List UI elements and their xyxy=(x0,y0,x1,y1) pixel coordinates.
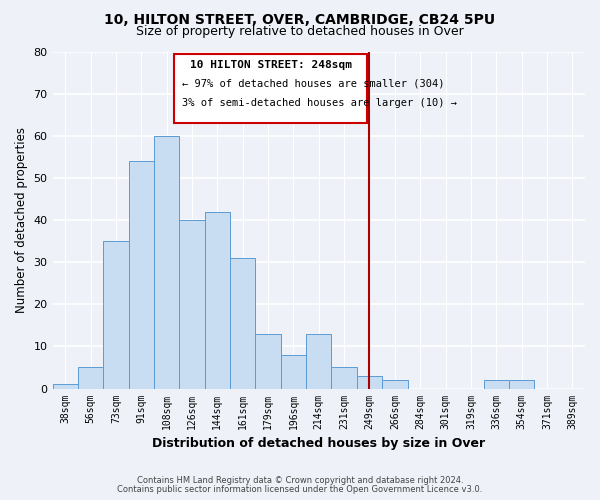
Text: Size of property relative to detached houses in Over: Size of property relative to detached ho… xyxy=(136,25,464,38)
Text: Contains HM Land Registry data © Crown copyright and database right 2024.: Contains HM Land Registry data © Crown c… xyxy=(137,476,463,485)
Text: ← 97% of detached houses are smaller (304): ← 97% of detached houses are smaller (30… xyxy=(182,79,445,89)
Bar xyxy=(256,334,281,388)
Y-axis label: Number of detached properties: Number of detached properties xyxy=(15,127,28,313)
Bar xyxy=(103,241,128,388)
Text: 10, HILTON STREET, OVER, CAMBRIDGE, CB24 5PU: 10, HILTON STREET, OVER, CAMBRIDGE, CB24… xyxy=(104,12,496,26)
Bar xyxy=(205,212,230,388)
Bar xyxy=(78,368,103,388)
Text: 10 HILTON STREET: 248sqm: 10 HILTON STREET: 248sqm xyxy=(190,60,352,70)
Bar xyxy=(484,380,509,388)
Bar xyxy=(382,380,407,388)
Bar xyxy=(154,136,179,388)
Text: 3% of semi-detached houses are larger (10) →: 3% of semi-detached houses are larger (1… xyxy=(182,98,457,108)
Bar xyxy=(306,334,331,388)
Bar xyxy=(331,368,357,388)
Bar xyxy=(230,258,256,388)
Bar xyxy=(53,384,78,388)
Bar xyxy=(281,355,306,388)
Bar xyxy=(128,161,154,388)
Bar xyxy=(509,380,534,388)
FancyBboxPatch shape xyxy=(174,54,367,123)
X-axis label: Distribution of detached houses by size in Over: Distribution of detached houses by size … xyxy=(152,437,485,450)
Bar xyxy=(357,376,382,388)
Text: Contains public sector information licensed under the Open Government Licence v3: Contains public sector information licen… xyxy=(118,485,482,494)
Bar xyxy=(179,220,205,388)
